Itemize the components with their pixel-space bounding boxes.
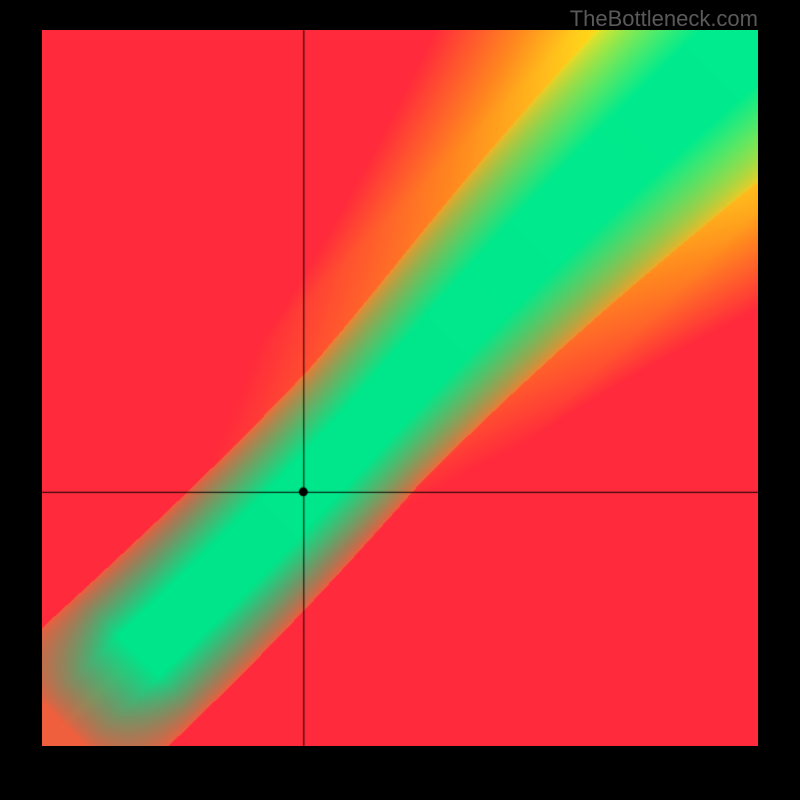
- watermark-text: TheBottleneck.com: [570, 6, 758, 32]
- bottleneck-heatmap: [42, 30, 758, 746]
- chart-container: TheBottleneck.com: [0, 0, 800, 800]
